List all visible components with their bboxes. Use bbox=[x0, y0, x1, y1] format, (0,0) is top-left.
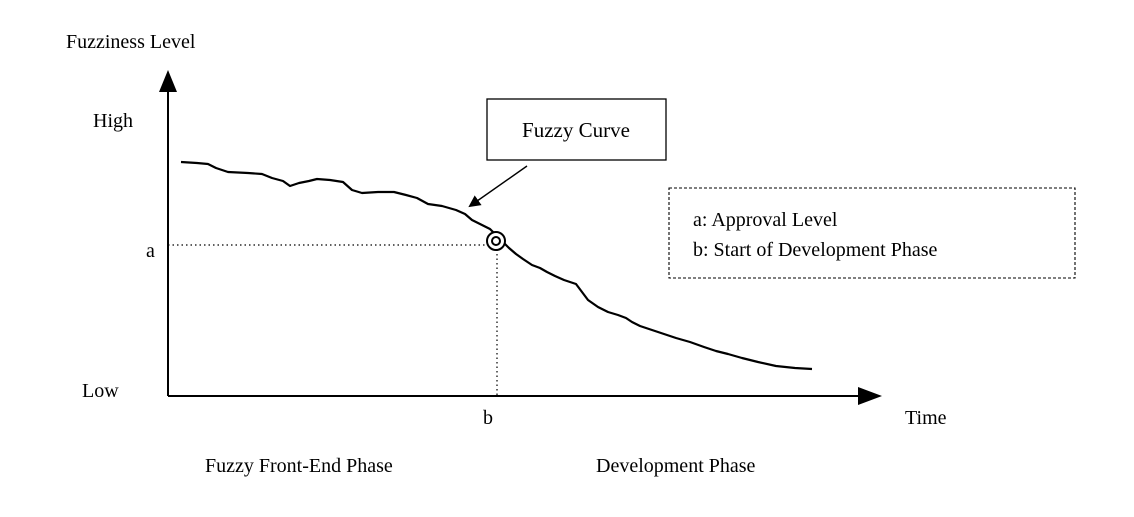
legend-box bbox=[668, 187, 1076, 279]
phase-left-label: Fuzzy Front-End Phase bbox=[205, 455, 393, 477]
approval-point-outer-ring bbox=[486, 231, 506, 251]
legend-line-b: b: Start of Development Phase bbox=[693, 239, 938, 261]
approval-point-inner-ring bbox=[491, 236, 501, 246]
y-low-label: Low bbox=[82, 380, 119, 402]
x-axis-title: Time bbox=[905, 407, 947, 429]
x-axis-arrowhead bbox=[858, 387, 882, 405]
y-axis-title: Fuzziness Level bbox=[66, 31, 196, 53]
callout-label: Fuzzy Curve bbox=[522, 118, 630, 142]
y-high-label: High bbox=[93, 110, 133, 132]
y-axis-arrowhead bbox=[159, 70, 177, 92]
callout-box bbox=[486, 98, 667, 161]
marker-a-label: a bbox=[146, 240, 155, 262]
phase-right-label: Development Phase bbox=[596, 455, 756, 477]
marker-b-label: b bbox=[483, 407, 493, 429]
legend-line-a: a: Approval Level bbox=[693, 209, 838, 231]
callout-arrow bbox=[468, 165, 528, 208]
